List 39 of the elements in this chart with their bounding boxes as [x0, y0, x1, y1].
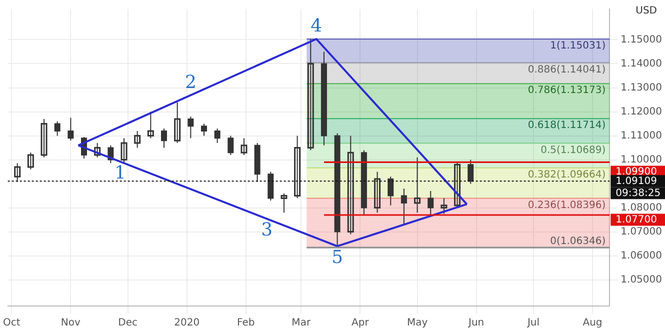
annotation: 3 [261, 220, 273, 241]
x-tick-label: Jun [468, 318, 484, 329]
y-tick-label: 1.14000 [620, 58, 662, 70]
x-tick-label: Dec [118, 318, 138, 329]
y-tick-label: 1.06000 [620, 250, 662, 262]
x-tick-label: Oct [2, 318, 20, 329]
x-tick-label: Aug [582, 318, 602, 329]
annotation: 4 [310, 16, 322, 37]
x-tick-label: Apr [352, 318, 370, 329]
text: 09:38:25 [616, 188, 661, 199]
x-tick-label: Jul [526, 318, 540, 329]
band-label: 0.5(1.10689) [540, 144, 606, 156]
annotation: 1 [114, 162, 126, 184]
ref-line-label: 0(1.06346) [550, 236, 606, 248]
y-tick-label: 1.10000 [620, 154, 662, 166]
x-tick-label: Nov [60, 318, 81, 329]
band-label: 0.786(1.13173) [528, 85, 606, 96]
annotation: 2 [184, 72, 196, 93]
band-label: 0.382(1.09664) [528, 169, 606, 180]
x-tick-label: 2020 [174, 318, 200, 329]
y-tick-label: 1.07000 [620, 226, 662, 238]
band-label: 0.236(1.08396) [528, 200, 606, 211]
ref-line-label: 1.07700 [616, 214, 658, 226]
y-tick-label: 1.15000 [620, 34, 662, 46]
y-tick-label: 1.05000 [620, 274, 662, 286]
band-label: 1(1.15031) [550, 40, 606, 52]
x-tick-label: Mar [292, 318, 312, 329]
y-tick-label: 1.08000 [620, 202, 662, 214]
y-tick-label: 1.12000 [620, 106, 662, 118]
band-label: 0.618(1.11714) [528, 120, 606, 132]
band-label: 0.886(1.14041) [528, 64, 606, 76]
x-tick-label: Feb [237, 318, 255, 329]
y-tick-label: 1.11000 [620, 130, 662, 142]
y-tick-label: 1.13000 [620, 82, 662, 94]
x-tick-label: May [406, 318, 428, 329]
ref-line-label: 1.09109 [616, 176, 658, 187]
text: USD [636, 6, 658, 17]
ref-line-label: 1.09900 [616, 166, 658, 178]
annotation: 5 [332, 246, 344, 268]
